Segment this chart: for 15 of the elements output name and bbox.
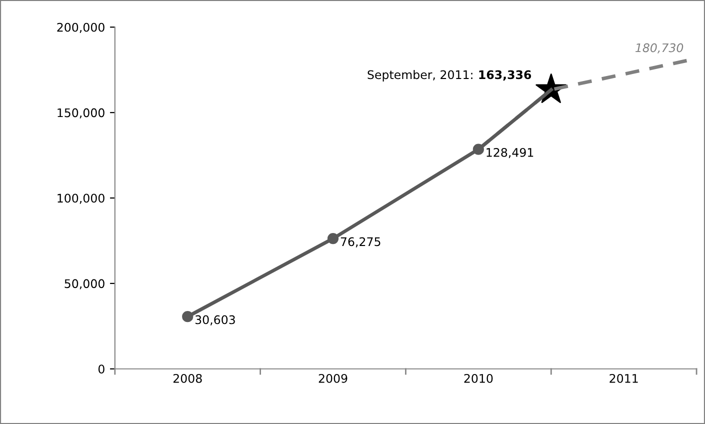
y-tick-label: 0 [98, 364, 104, 374]
x-tick-label: 2009 [318, 374, 348, 383]
x-tick-label: 2010 [464, 374, 493, 383]
data-label: 163,336 [479, 70, 532, 81]
data-label: 76,275 [340, 237, 380, 248]
data-label: 30,603 [195, 315, 235, 326]
data-label: 128,491 [486, 148, 534, 158]
x-tick-label: 2008 [173, 374, 202, 383]
y-tick-label: 200,000 [57, 22, 104, 33]
y-tick-label: 50,000 [64, 279, 104, 290]
y-tick-label: 100,000 [58, 194, 104, 204]
annotation: September, 2011: [368, 70, 472, 82]
y-tick-label: 150,000 [58, 108, 104, 118]
x-tick-label: 2011 [610, 374, 638, 383]
data-label: 180,730 [635, 43, 684, 54]
